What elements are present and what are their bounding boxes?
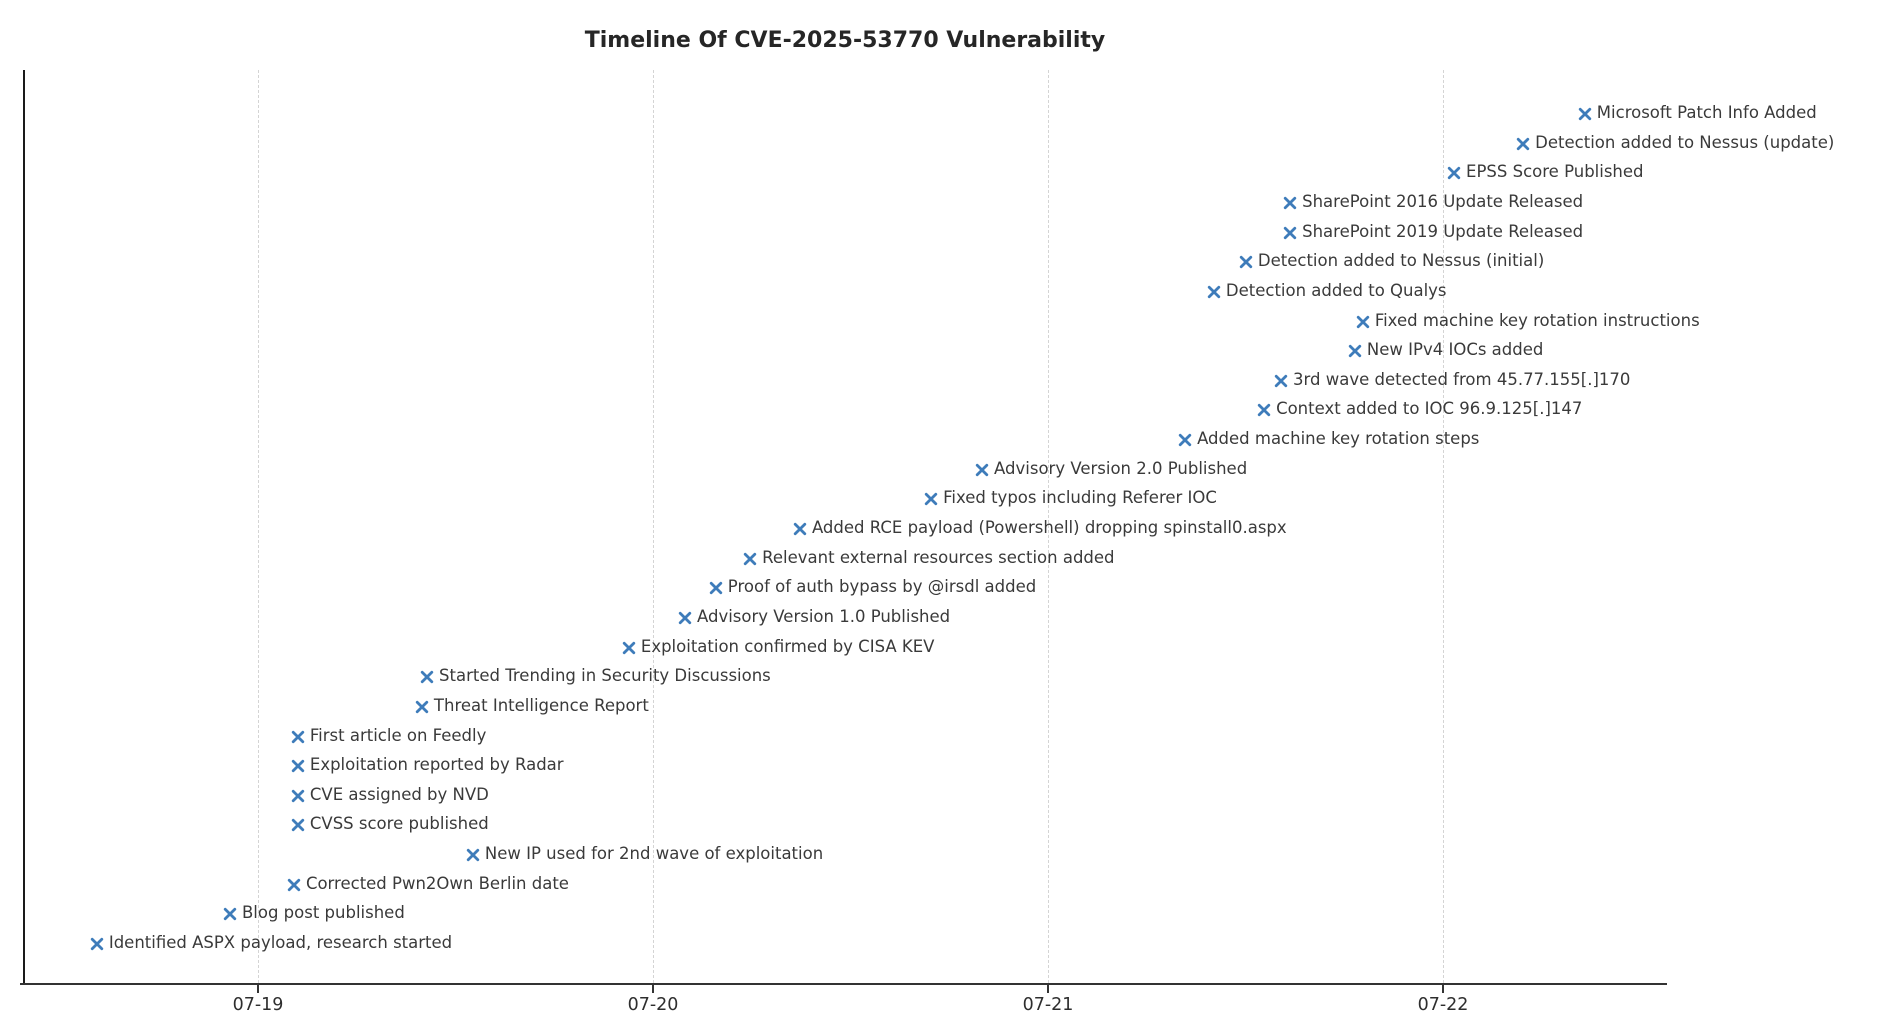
event-label: Detection added to Nessus (update) [1535,132,1835,152]
x-axis-line [20,983,1667,985]
event-x-marker-icon [1516,136,1530,155]
event-x-marker-icon [291,729,305,748]
event-label: Started Trending in Security Discussions [439,666,771,686]
x-tick-label: 07-21 [1022,995,1074,1015]
event-x-marker-icon [291,788,305,807]
event-label: Identified ASPX payload, research starte… [108,933,453,952]
event-x-marker-icon [223,906,237,925]
x-gridline [257,70,259,983]
event-x-marker-icon [291,817,305,836]
x-tick [1047,985,1049,993]
event-label: Proof of auth bypass by @irsdl added [727,577,1037,597]
event-label: Corrected Pwn2Own Berlin date [305,873,569,893]
event-label: Fixed typos including Referer IOC [943,488,1217,508]
event-label: Added RCE payload (Powershell) dropping … [811,518,1287,537]
x-tick [652,985,654,993]
event-x-marker-icon [1356,314,1370,333]
event-label: First article on Feedly [309,725,487,745]
event-label: Added machine key rotation steps [1197,429,1480,449]
event-label: Threat Intelligence Report [433,695,649,715]
event-x-marker-icon [287,877,301,896]
event-label: CVE assigned by NVD [309,784,489,804]
event-x-marker-icon [975,462,989,481]
event-x-marker-icon [1257,402,1271,421]
event-x-marker-icon [622,640,636,659]
event-x-marker-icon [1178,432,1192,451]
x-tick-label: 07-20 [627,995,679,1015]
event-x-marker-icon [1283,225,1297,244]
event-label: Context added to IOC 96.9.125[.]147 [1276,399,1583,419]
event-x-marker-icon [90,936,104,955]
event-label: Detection added to Qualys [1225,280,1447,300]
x-tick [1442,985,1444,993]
event-label: EPSS Score Published [1466,162,1644,182]
event-label: Exploitation confirmed by CISA KEV [640,636,935,656]
y-axis-spine [23,70,25,985]
x-gridline [1442,70,1444,983]
x-tick-label: 07-22 [1417,995,1469,1015]
event-x-marker-icon [466,847,480,866]
event-x-marker-icon [1207,284,1221,303]
event-x-marker-icon [743,551,757,570]
event-label: Blog post published [241,903,405,923]
event-label: Advisory Version 2.0 Published [994,458,1248,478]
event-label: Relevant external resources section adde… [762,547,1115,567]
x-tick-label: 07-19 [232,995,284,1015]
event-label: Fixed machine key rotation instructions [1374,310,1700,330]
event-x-marker-icon [709,580,723,599]
event-x-marker-icon [1283,195,1297,214]
event-x-marker-icon [924,491,938,510]
event-x-marker-icon [415,699,429,718]
event-label: SharePoint 2016 Update Released [1302,191,1584,211]
event-label: CVSS score published [309,814,489,834]
event-label: Advisory Version 1.0 Published [696,606,951,626]
event-label: New IP used for 2nd wave of exploitation [484,844,824,864]
event-label: SharePoint 2019 Update Released [1302,221,1584,241]
event-x-marker-icon [1578,106,1592,125]
x-gridline [1047,70,1049,983]
chart-title: Timeline Of CVE-2025-53770 Vulnerability [584,28,1106,53]
event-x-marker-icon [1447,165,1461,184]
event-label: Microsoft Patch Info Added [1596,103,1817,123]
event-label: 3rd wave detected from 45.77.155[.]170 [1293,369,1631,389]
event-x-marker-icon [1239,254,1253,273]
event-label: Exploitation reported by Radar [309,755,564,775]
x-gridline [652,70,654,983]
event-x-marker-icon [1274,373,1288,392]
event-x-marker-icon [291,758,305,777]
event-x-marker-icon [678,610,692,629]
event-label: New IPv4 IOCs added [1366,340,1544,360]
event-x-marker-icon [793,521,807,540]
event-x-marker-icon [420,669,434,688]
x-tick [257,985,259,993]
event-label: Detection added to Nessus (initial) [1257,251,1545,271]
event-x-marker-icon [1348,343,1362,362]
